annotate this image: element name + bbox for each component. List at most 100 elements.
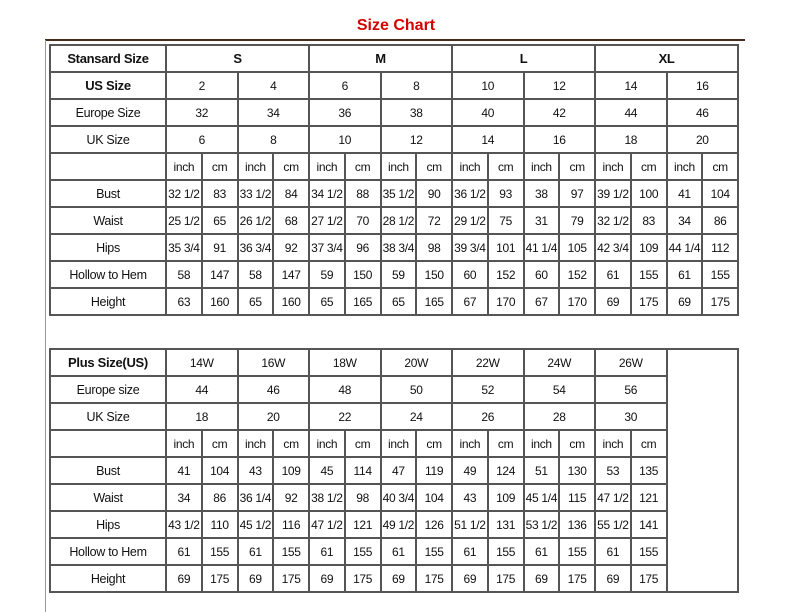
table-cell: 175 bbox=[343, 564, 382, 593]
table-cell: 43 bbox=[236, 456, 275, 485]
table-row: Europe size 44 46 48 50 52 54 56 bbox=[49, 375, 738, 404]
table-cell: 160 bbox=[200, 287, 239, 316]
unit-header: inch bbox=[451, 429, 489, 458]
table-cell: 53 bbox=[594, 456, 632, 485]
table-cell: 147 bbox=[272, 260, 310, 289]
unit-header: inch bbox=[594, 152, 632, 181]
table-row: Height 63 160 65 160 65 165 65 165 67 170 67 170 69 17… bbox=[49, 287, 740, 316]
row-label: Hips bbox=[49, 233, 167, 262]
table-cell: 69 bbox=[522, 564, 561, 593]
row-label: Height bbox=[49, 564, 167, 593]
table-cell: 6 bbox=[308, 71, 382, 100]
table-cell: 24 bbox=[379, 402, 453, 431]
table-cell: 155 bbox=[486, 537, 525, 566]
table-cell: 69 bbox=[165, 564, 203, 593]
table-row: UK Size 18 20 22 24 26 28 30 bbox=[49, 402, 738, 431]
table-cell: 91 bbox=[200, 233, 239, 262]
table-cell: 147 bbox=[200, 260, 239, 289]
table-row: Hollow to Hem 58 147 58 147 59 150 59 150 60 152 60… bbox=[49, 260, 740, 289]
table-cell: 16 bbox=[665, 71, 740, 100]
table-cell: 44 1/4 bbox=[665, 233, 704, 262]
table-cell: 36 1/2 bbox=[451, 179, 489, 208]
page-title: Size Chart bbox=[356, 17, 436, 34]
unit-header: cm bbox=[415, 152, 454, 181]
table-cell: 46 bbox=[665, 98, 740, 127]
table-row: Bust 32 1/2 83 33 1/2 84 34 1/2 88 35 1/2 90 36 1… bbox=[49, 179, 740, 208]
row-label: Waist bbox=[49, 483, 167, 512]
table-row: inch cm inch cm inch cm inch cm inch cm inch cm inch… bbox=[49, 152, 740, 181]
table-cell: 30 bbox=[594, 402, 668, 431]
table-cell: 49 1/2 bbox=[379, 510, 418, 539]
table-cell: 26 1/2 bbox=[236, 206, 275, 235]
table-cell: 109 bbox=[486, 483, 525, 512]
table-cell: 92 bbox=[272, 233, 310, 262]
table-cell: 10 bbox=[308, 125, 382, 154]
unit-header: cm bbox=[415, 429, 453, 458]
table-cell: 165 bbox=[415, 287, 454, 316]
table-cell: 69 bbox=[451, 564, 489, 593]
table-cell: 92 bbox=[272, 483, 310, 512]
table-cell: 45 1/4 bbox=[522, 483, 561, 512]
table-cell: 28 bbox=[522, 402, 596, 431]
table-cell: 27 1/2 bbox=[308, 206, 346, 235]
size-header: 18W bbox=[308, 348, 382, 377]
table-cell: 61 bbox=[665, 260, 704, 289]
table-cell: 155 bbox=[200, 537, 239, 566]
table-cell: 41 bbox=[665, 179, 704, 208]
table-cell: 61 bbox=[165, 537, 203, 566]
divider bbox=[45, 39, 745, 41]
table-cell: 69 bbox=[236, 564, 275, 593]
table-cell: 98 bbox=[343, 483, 382, 512]
empty-cell bbox=[665, 348, 739, 593]
table-row: UK Size 6 8 10 12 14 16 18 20 bbox=[49, 125, 740, 154]
row-label: US Size bbox=[49, 71, 167, 100]
table-cell: 12 bbox=[522, 71, 597, 100]
table-cell: 96 bbox=[343, 233, 382, 262]
table-cell: 32 bbox=[165, 98, 239, 127]
table-cell: 175 bbox=[415, 564, 453, 593]
table-cell: 70 bbox=[343, 206, 382, 235]
table-cell: 69 bbox=[379, 564, 418, 593]
table-cell: 14 bbox=[594, 71, 668, 100]
table-row: Waist 25 1/2 65 26 1/2 68 27 1/2 70 28 1/2 72 29 … bbox=[49, 206, 740, 235]
unit-header: cm bbox=[486, 429, 525, 458]
table-cell: 175 bbox=[629, 564, 668, 593]
plus-size-table: Plus Size(US) 14W 16W 18W 20W 22W 24W 26W Europe… bbox=[49, 348, 739, 593]
table-cell: 51 bbox=[522, 456, 561, 485]
table-cell: 54 bbox=[522, 375, 596, 404]
table-cell: 84 bbox=[272, 179, 310, 208]
table-cell: 61 bbox=[308, 537, 346, 566]
table-cell: 28 1/2 bbox=[379, 206, 418, 235]
table-cell: 155 bbox=[629, 260, 668, 289]
table-cell: 40 bbox=[451, 98, 525, 127]
table-cell: 43 1/2 bbox=[165, 510, 203, 539]
table-cell: 6 bbox=[165, 125, 239, 154]
table-cell: 175 bbox=[272, 564, 310, 593]
table-cell: 59 bbox=[379, 260, 418, 289]
size-group-header: XL bbox=[594, 44, 740, 73]
table-cell: 152 bbox=[486, 260, 525, 289]
unit-header: inch bbox=[594, 429, 632, 458]
table-cell: 32 1/2 bbox=[594, 206, 632, 235]
table-cell: 44 bbox=[165, 375, 239, 404]
table-cell: 101 bbox=[486, 233, 525, 262]
table-cell: 150 bbox=[343, 260, 382, 289]
table-cell: 114 bbox=[343, 456, 382, 485]
unit-header: inch bbox=[308, 429, 346, 458]
unit-header: inch bbox=[165, 429, 203, 458]
table-cell: 141 bbox=[629, 510, 668, 539]
table-cell: 38 bbox=[522, 179, 561, 208]
table-cell: 175 bbox=[486, 564, 525, 593]
size-header: 14W bbox=[165, 348, 239, 377]
table-cell: 150 bbox=[415, 260, 454, 289]
table-cell: 39 3/4 bbox=[451, 233, 489, 262]
unit-header: cm bbox=[701, 152, 740, 181]
table-cell: 47 bbox=[379, 456, 418, 485]
table-cell: 65 bbox=[308, 287, 346, 316]
table-cell: 104 bbox=[200, 456, 239, 485]
table-row: Waist 34 86 36 1/4 92 38 1/2 98 40 3/4 104 43 109 4… bbox=[49, 483, 738, 512]
empty-cell bbox=[49, 152, 167, 181]
table-cell: 65 bbox=[236, 287, 275, 316]
table-cell: 72 bbox=[415, 206, 454, 235]
table-cell: 58 bbox=[165, 260, 203, 289]
